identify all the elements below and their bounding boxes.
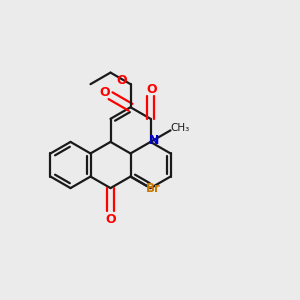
Text: O: O <box>146 83 157 96</box>
Text: O: O <box>117 74 128 87</box>
Text: CH₃: CH₃ <box>170 123 189 133</box>
Text: O: O <box>100 85 110 99</box>
Text: N: N <box>149 134 159 147</box>
Text: O: O <box>105 213 116 226</box>
Text: Br: Br <box>146 182 160 195</box>
